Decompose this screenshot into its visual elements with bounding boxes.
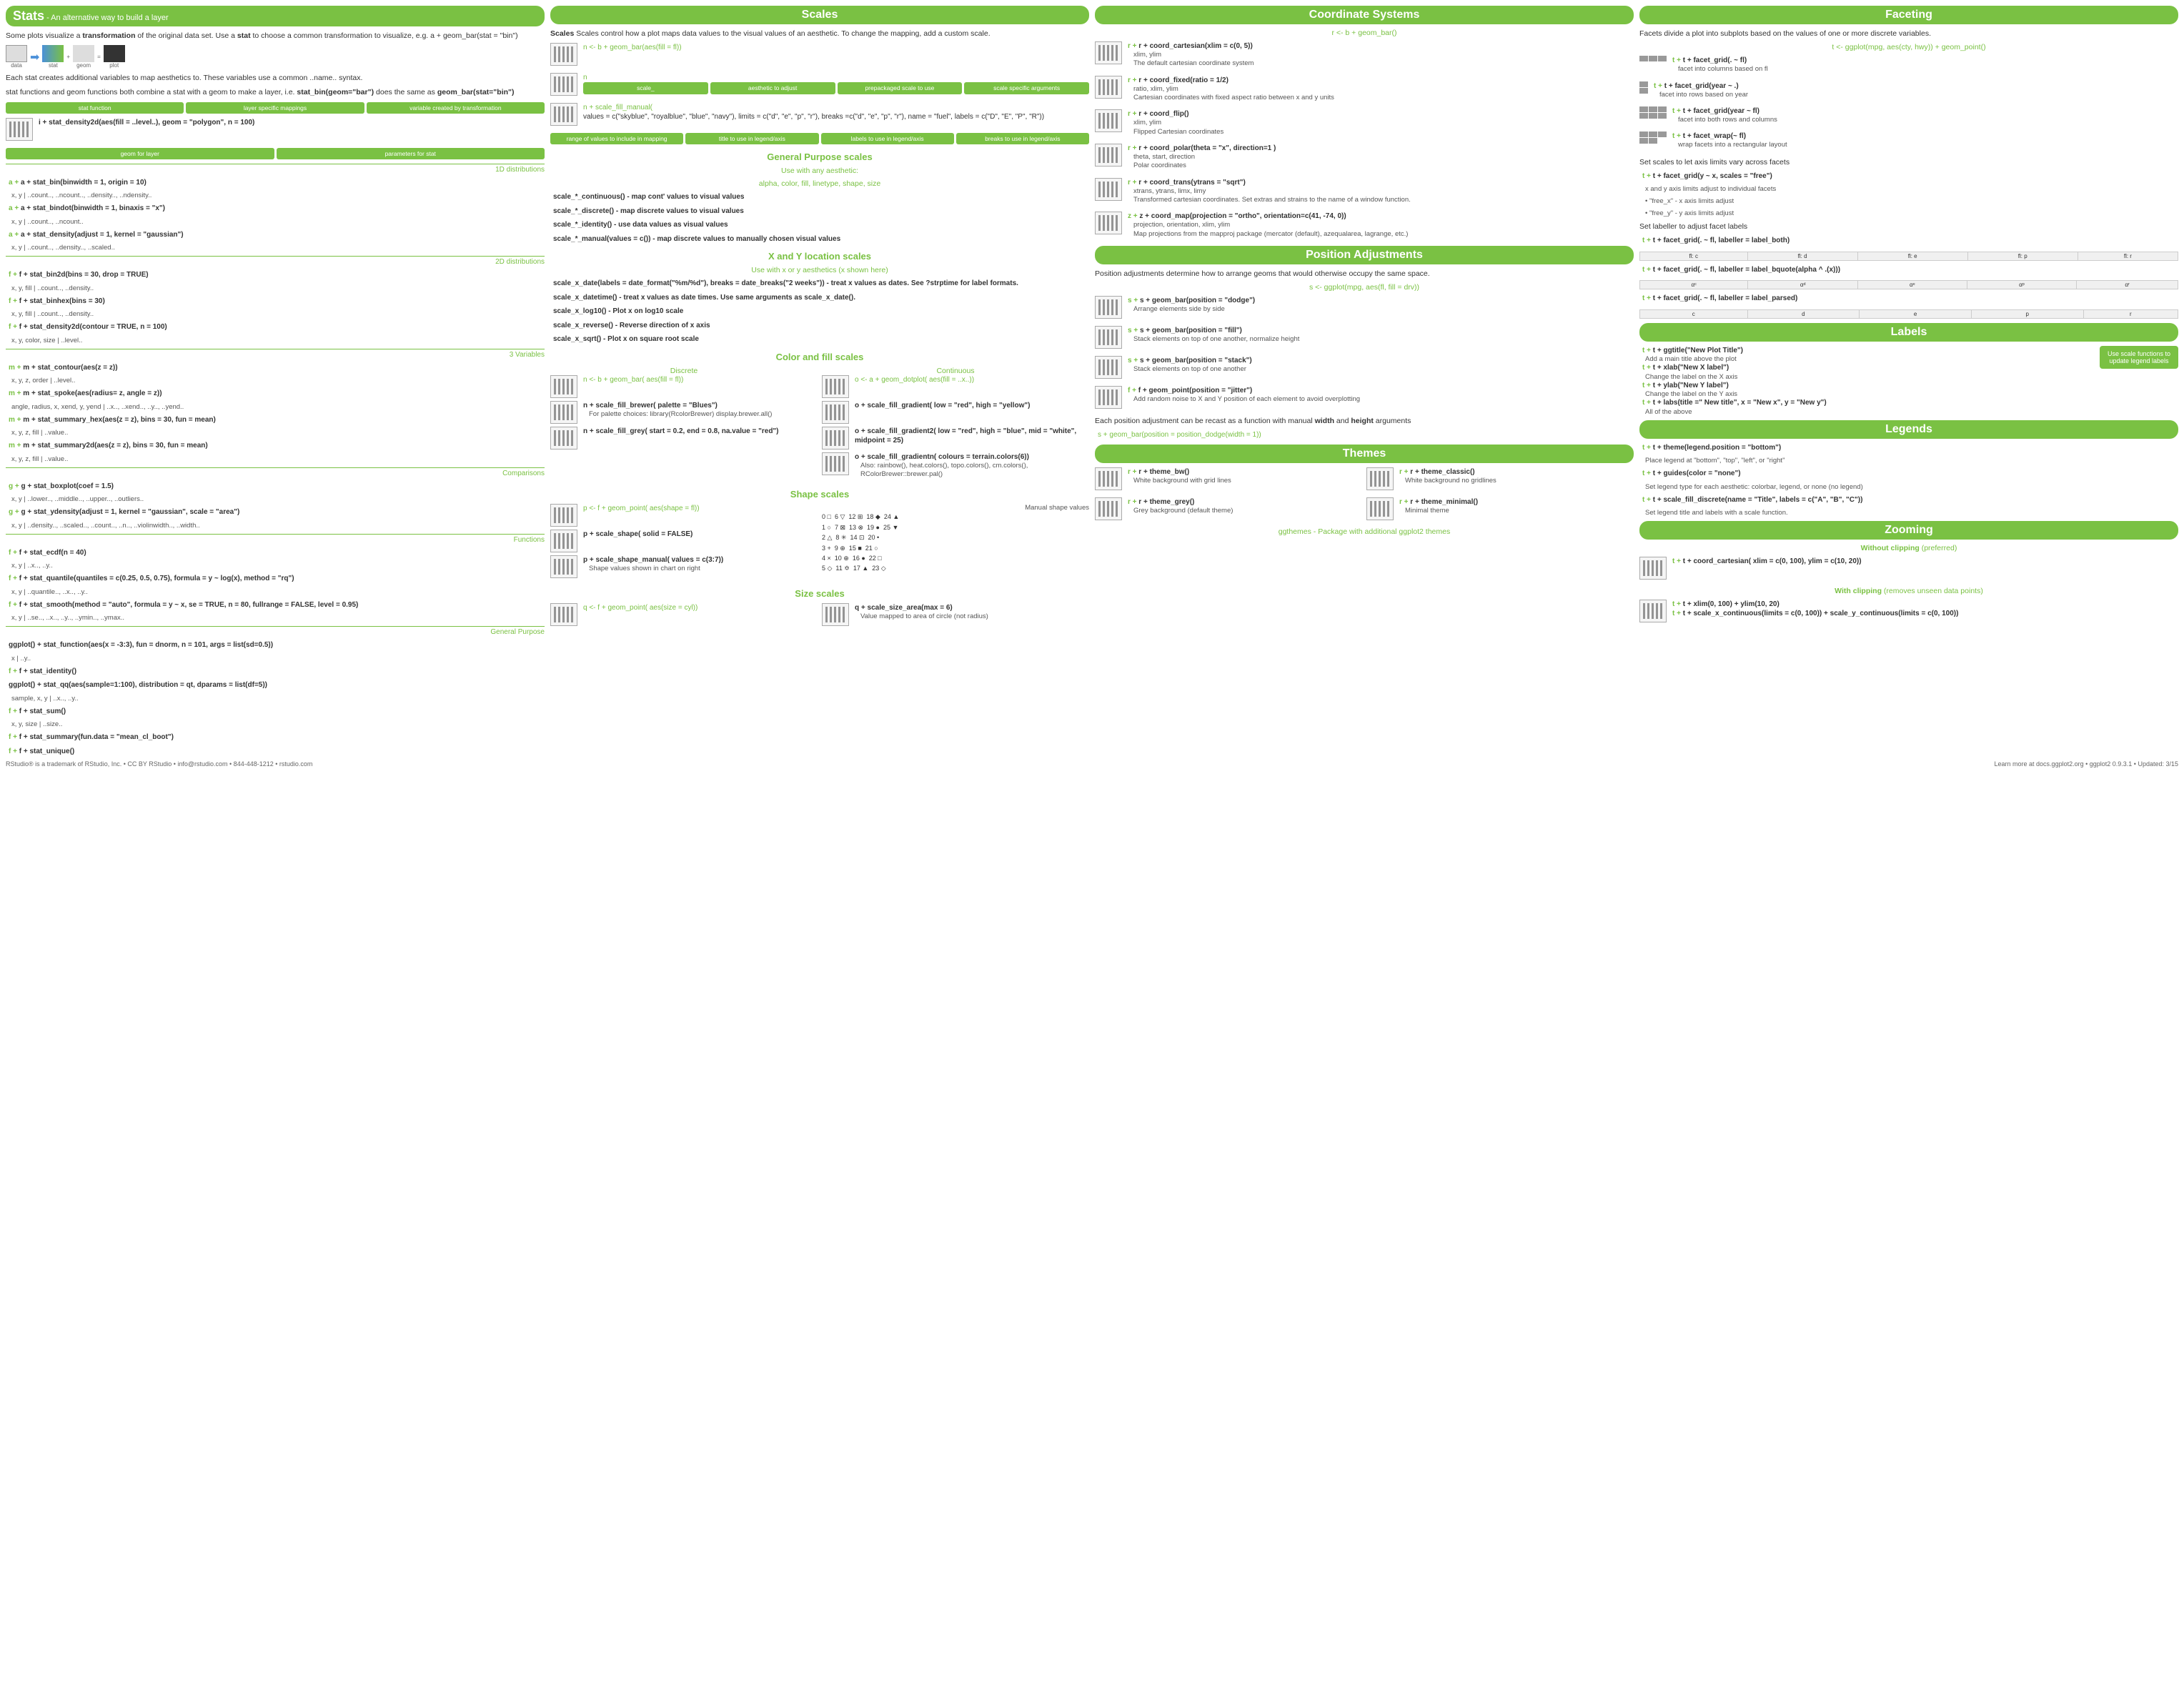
size-scales-header: Size scales (550, 588, 1089, 599)
labeller-table-1: fl: cfl: dfl: efl: pfl: r (1639, 252, 2178, 261)
dot-icon (822, 375, 849, 398)
facet-wrap-icon (1639, 131, 1667, 144)
scale-tags-b: range of values to include in mapping ti… (550, 133, 1089, 144)
zoom-clip-icon (1639, 600, 1667, 622)
stats-example: i + stat_density2d(aes(fill = ..level..)… (6, 118, 545, 141)
scales-header: Scales (550, 6, 1089, 24)
themes-header: Themes (1095, 445, 1634, 463)
polar-icon (1095, 144, 1122, 167)
theme-grey-icon (1095, 497, 1122, 520)
cat-2d: 2D distributions (6, 256, 545, 266)
size-icon (550, 603, 577, 626)
stats-intro: Some plots visualize a transformation of… (6, 31, 545, 41)
facet-header: Faceting (1639, 6, 2178, 24)
facet-both-icon (1639, 106, 1667, 119)
scales-column: Scales Scales Scales control how a plot … (550, 6, 1089, 756)
map-icon (1095, 212, 1122, 234)
xy-scales-header: X and Y location scales (550, 251, 1089, 262)
coord-base: r <- b + geom_bar() (1095, 29, 1634, 37)
labels-callout: Use scale functions to update legend lab… (2100, 346, 2178, 369)
bar-icon3 (550, 103, 577, 126)
facet-cols-icon (1639, 56, 1667, 61)
cheatsheet-page: Stats - An alternative way to build a la… (6, 6, 2178, 756)
cat-3var: 3 Variables (6, 349, 545, 359)
fixed-icon (1095, 76, 1122, 99)
facet-labels-column: Faceting Facets divide a plot into subpl… (1639, 6, 2178, 756)
grad-icon (822, 401, 849, 424)
legends-header: Legends (1639, 420, 2178, 439)
position-header: Position Adjustments (1095, 246, 1634, 264)
gradn-icon (822, 452, 849, 475)
coord-pos-themes-column: Coordinate Systems r <- b + geom_bar() r… (1095, 6, 1634, 756)
footer-left: RStudio® is a trademark of RStudio, Inc.… (6, 760, 312, 768)
cat-general: General Purpose (6, 626, 545, 636)
scales-intro: Scales Scales control how a plot maps da… (550, 29, 1089, 39)
shape2-icon (550, 530, 577, 552)
zoom-noclip-icon (1639, 557, 1667, 580)
shape-values-table: 0 □ 6 ▽ 12 ⊞ 18 ◆ 24 ▲ 1 ○ 7 ⊠ 13 ⊗ 19 ●… (822, 512, 1089, 573)
cat-1d: 1D distributions (6, 164, 545, 174)
footer-right: Learn more at docs.ggplot2.org • ggplot2… (1995, 760, 2178, 768)
zoom-header: Zooming (1639, 521, 2178, 540)
theme-bw-icon (1095, 467, 1122, 490)
stats-p3: stat functions and geom functions both c… (6, 87, 545, 97)
stats-tags-bottom: geom for layer parameters for stat (6, 148, 545, 159)
stack-icon (1095, 356, 1122, 379)
labeller-table-3: cdepr (1639, 309, 2178, 319)
stats-header: Stats - An alternative way to build a la… (6, 6, 545, 26)
brewer2-icon (550, 401, 577, 424)
size2-icon (822, 603, 849, 626)
facet-rows-icon (1639, 81, 1648, 94)
grad2-icon (822, 427, 849, 450)
flip-icon (1095, 109, 1122, 132)
stats-column: Stats - An alternative way to build a la… (6, 6, 545, 756)
grey-icon (550, 427, 577, 450)
dodge-icon (1095, 296, 1122, 319)
shape3-icon (550, 555, 577, 578)
gp-scales-header: General Purpose scales (550, 152, 1089, 162)
jitter-icon (1095, 386, 1122, 409)
fill-icon (1095, 326, 1122, 349)
stats-p2: Each stat creates additional variables t… (6, 73, 545, 83)
cartesian-icon (1095, 41, 1122, 64)
trans-icon (1095, 178, 1122, 201)
theme-classic-icon (1366, 467, 1394, 490)
colorfill-header: Color and fill scales (550, 352, 1089, 362)
shape-icon (550, 504, 577, 527)
bar-icon2 (550, 73, 577, 96)
bar-icon (550, 43, 577, 66)
stats-diagram: data ➡ stat + geom = plot (6, 45, 545, 69)
stats-tags-top: stat function layer specific mappings va… (6, 102, 545, 114)
labeller-table-2: αᶜαᵈαᵉαᵖαʳ (1639, 280, 2178, 289)
density2d-icon (6, 118, 33, 141)
coord-header: Coordinate Systems (1095, 6, 1634, 24)
cat-functions: Functions (6, 534, 545, 544)
page-footer: RStudio® is a trademark of RStudio, Inc.… (6, 760, 2178, 768)
shape-scales-header: Shape scales (550, 489, 1089, 500)
theme-minimal-icon (1366, 497, 1394, 520)
cat-compare: Comparisons (6, 467, 545, 477)
brewer-icon (550, 375, 577, 398)
labels-header: Labels (1639, 323, 2178, 342)
